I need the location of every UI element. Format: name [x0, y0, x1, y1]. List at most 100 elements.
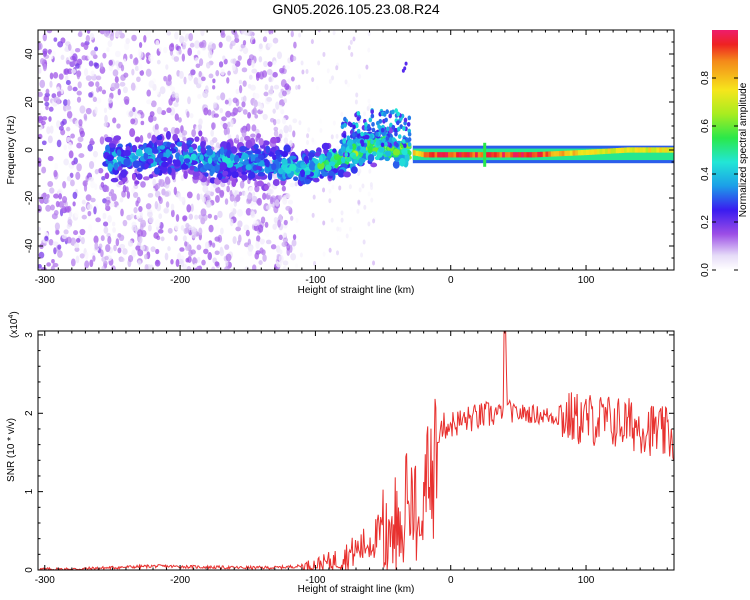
spectrogram-ridge-cell — [394, 108, 398, 114]
spectrogram-noise-cell — [52, 241, 59, 246]
spectrogram-ridge-cell — [257, 154, 263, 159]
spectrogram-noise-cell — [358, 73, 362, 79]
spectrogram-noise-cell — [154, 190, 161, 198]
spectrogram-noise-cell — [120, 257, 125, 263]
spectrogram-band-cell — [423, 152, 427, 158]
spectrogram-noise-cell — [283, 137, 289, 144]
spectrogram-noise-cell — [38, 251, 45, 259]
snr-ytick-label: 1 — [24, 488, 35, 494]
spectrogram-noise-cell — [64, 68, 70, 75]
spectrogram-noise-cell — [74, 47, 81, 53]
spectrogram-ridge-cell — [194, 136, 200, 142]
spectrogram-band-cell — [434, 152, 438, 158]
snr-ytick-label: 3 — [24, 332, 35, 338]
spectrogram-noise-cell — [107, 40, 113, 48]
spectrogram-noise-cell — [182, 136, 187, 142]
spectrogram-noise-cell — [130, 118, 136, 125]
spectrogram-band-cell — [659, 147, 663, 153]
spectrogram-noise-cell — [294, 181, 298, 187]
spectrogram-noise-cell — [295, 263, 299, 269]
spectrogram-noise-cell — [255, 72, 260, 81]
spectrogram-band-cell — [526, 152, 530, 158]
colorbar-tick-label: 0.2 — [700, 215, 711, 229]
spectrogram-band-cell — [464, 152, 468, 158]
spectrogram-noise-cell — [38, 124, 43, 131]
spectrogram-ridge-cell — [135, 148, 143, 157]
spectrogram-noise-cell — [218, 61, 224, 68]
spectrogram-ridge-cell — [104, 136, 113, 143]
spectrogram-noise-cell — [74, 210, 79, 218]
spectrogram-ridge-cell — [407, 137, 412, 142]
spectrogram-noise-cell — [132, 191, 139, 198]
spectrogram-noise-cell — [174, 31, 179, 40]
spectrogram-noise-cell — [235, 34, 239, 39]
spectrogram-band-cell — [485, 152, 490, 158]
spectrogram-noise-cell — [50, 52, 54, 60]
spectrogram-ridge-cell — [123, 149, 131, 157]
spectrogram-noise-cell — [331, 75, 335, 81]
spectrogram-noise-cell — [189, 113, 194, 119]
spectrogram-noise-cell — [103, 107, 108, 114]
spectrogram-noise-cell — [49, 72, 54, 80]
spectrogram-noise-cell — [103, 30, 110, 37]
spectrogram-ridge-cell — [391, 137, 396, 143]
spectrogram-noise-cell — [281, 117, 287, 125]
spectrogram-ridge-cell — [229, 153, 235, 161]
spectrogram-ridge-cell — [281, 158, 288, 165]
spectrogram-noise-cell — [81, 199, 86, 205]
spectrogram-band-cell — [561, 150, 565, 157]
spectrogram-ridge-cell — [371, 127, 376, 133]
spectrogram-band-cell — [472, 152, 476, 158]
spectrogram-noise-cell — [242, 109, 248, 115]
spectrogram-noise-cell — [43, 197, 50, 204]
spectrogram-noise-cell — [273, 130, 279, 137]
spectrogram-noise-cell — [181, 30, 186, 35]
spectrogram-ridge-cell — [401, 139, 406, 144]
spectrogram-noise-cell — [83, 113, 88, 120]
spectrogram-ridge-cell — [351, 143, 357, 150]
spectrogram-ridge-cell — [288, 155, 297, 160]
spectrogram-ridge-cell — [308, 162, 316, 171]
spectrogram-noise-cell — [194, 40, 200, 49]
spectrogram-noise-cell — [193, 77, 199, 85]
spectrogram-ridge-cell — [346, 135, 351, 141]
spectrogram-noise-cell — [134, 65, 140, 72]
spectrogram-ytick-label: 40 — [24, 48, 35, 60]
spectrogram-noise-cell — [348, 184, 352, 190]
spectrogram-noise-cell — [146, 89, 152, 97]
spectrogram-noise-cell — [282, 196, 288, 205]
spectrogram-noise-cell — [270, 85, 274, 91]
spectrogram-noise-cell — [238, 191, 242, 197]
spectrogram-band-cell — [618, 147, 622, 154]
spectrogram-band-cell — [504, 152, 509, 158]
spectrogram-ridge-cell — [217, 172, 223, 179]
spectrogram-noise-cell — [281, 241, 288, 248]
spectrogram-noise-cell — [73, 230, 79, 236]
spectrogram-noise-cell — [250, 210, 256, 219]
spectrogram-noise-cell — [194, 57, 199, 63]
spectrogram-noise-cell — [269, 196, 274, 205]
spectrogram-noise-cell — [264, 229, 270, 238]
spectrogram-noise-cell — [229, 43, 233, 50]
spectrogram-ridge-cell — [136, 167, 143, 172]
spectrogram-noise-cell — [152, 178, 157, 186]
spectrogram-noise-cell — [139, 245, 146, 251]
spectrogram-band-cell — [650, 147, 655, 153]
spectrogram-ridge-cell — [388, 113, 392, 119]
spectrogram-noise-cell — [224, 198, 229, 205]
spectrogram-ridge-cell — [312, 177, 320, 183]
spectrogram-ridge-cell — [165, 148, 171, 158]
spectrogram-ridge-cell — [327, 171, 335, 176]
spectrogram-ridge-cell — [165, 130, 172, 140]
spectrogram-ytick-label: -40 — [24, 238, 35, 253]
spectrogram-noise-cell — [175, 258, 180, 268]
spectrogram-noise-cell — [89, 259, 94, 268]
spectrogram-noise-cell — [131, 249, 137, 258]
spectrogram-noise-cell — [367, 221, 371, 227]
spectrogram-noise-cell — [72, 191, 78, 200]
spectrogram-spike-cell — [401, 68, 405, 73]
spectrogram-noise-cell — [208, 224, 214, 233]
spectrogram-noise-cell — [189, 42, 195, 48]
spectrogram-noise-cell — [67, 43, 72, 51]
